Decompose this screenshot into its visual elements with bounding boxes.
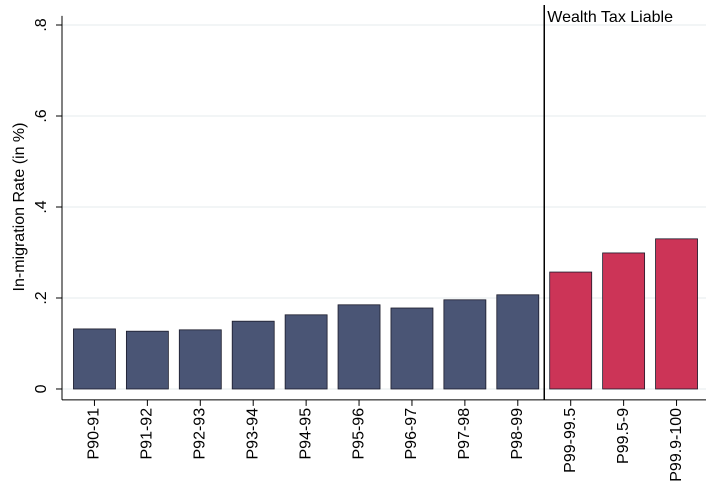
y-axis-label: In-migration Rate (in %) [11,123,28,292]
bar [178,329,222,390]
x-tick-label: P90-91 [86,408,103,460]
x-tick-label: P99-99.5 [562,408,579,473]
bar [337,304,381,390]
bar [496,294,540,390]
bar [602,252,646,390]
y-tick-label: .4 [33,200,50,213]
x-tick-label: P95-96 [350,408,367,460]
bar [549,271,593,390]
x-tick-label: P93-94 [244,408,261,460]
bar [284,314,328,390]
annotation: Wealth Tax Liable [547,9,673,26]
bar [655,238,698,390]
x-tick-label: P99.9-100 [668,408,685,482]
bar [73,328,116,390]
bar [231,320,275,390]
y-tick-label: .6 [33,109,50,122]
y-tick-label: .2 [33,291,50,304]
x-tick-label: P97-98 [456,408,473,460]
bar [125,330,169,390]
x-tick-label: P91-92 [139,408,156,460]
x-tick-label: P96-97 [403,408,420,460]
x-tick-label: P98-99 [509,408,526,460]
x-tick-label: P92-93 [192,408,209,460]
bar [390,307,434,390]
y-tick-label: .8 [33,18,50,31]
y-tick-label: 0 [33,384,50,393]
x-tick-label: P94-95 [297,408,314,460]
x-tick-label: P99.5-9 [615,408,632,464]
bar [443,299,487,390]
